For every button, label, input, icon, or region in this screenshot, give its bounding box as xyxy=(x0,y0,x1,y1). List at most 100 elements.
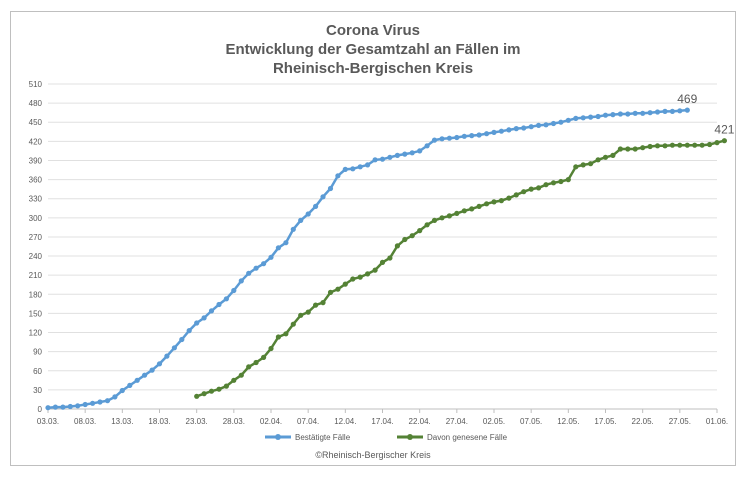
x-tick-label: 08.03. xyxy=(74,417,96,426)
data-point xyxy=(75,403,81,409)
data-point xyxy=(417,228,423,234)
data-point xyxy=(223,383,229,389)
data-point xyxy=(238,372,244,378)
data-point xyxy=(588,161,594,167)
data-point xyxy=(692,142,698,148)
chart-title-line-2: Entwicklung der Gesamtzahl an Fällen im xyxy=(225,41,520,58)
y-tick-label: 300 xyxy=(29,214,43,223)
data-point xyxy=(387,154,393,160)
y-tick-label: 510 xyxy=(29,80,43,89)
data-point xyxy=(350,276,356,282)
legend: Bestätigte Fälle Davon genesene Fälle xyxy=(265,433,508,442)
data-point xyxy=(461,133,467,139)
end-value-label: 469 xyxy=(677,92,697,106)
series-line xyxy=(47,108,688,409)
data-point xyxy=(365,162,371,168)
data-point xyxy=(394,152,400,158)
data-point xyxy=(379,156,386,162)
data-point xyxy=(402,236,408,243)
data-point xyxy=(595,157,601,163)
data-point xyxy=(305,309,311,315)
data-point xyxy=(246,364,252,370)
data-point xyxy=(439,215,445,221)
y-tick-label: 450 xyxy=(29,118,43,127)
x-tick-label: 07.05. xyxy=(520,417,542,426)
data-point xyxy=(602,154,609,160)
data-point xyxy=(52,404,59,410)
data-point xyxy=(617,146,624,152)
data-point xyxy=(216,301,222,308)
data-point xyxy=(506,195,512,201)
data-point xyxy=(268,345,274,352)
data-point xyxy=(550,180,557,186)
data-point xyxy=(142,372,148,378)
data-point xyxy=(662,108,668,114)
data-point xyxy=(402,151,408,157)
data-point xyxy=(320,300,326,306)
data-point xyxy=(654,143,661,149)
data-point xyxy=(104,398,111,404)
y-tick-label: 480 xyxy=(29,99,43,108)
series-recovered: 421 xyxy=(194,123,735,399)
data-point xyxy=(409,150,415,156)
data-point xyxy=(632,110,638,116)
data-point xyxy=(342,166,348,172)
data-point xyxy=(677,142,683,148)
data-point xyxy=(327,185,334,192)
y-tick-label: 0 xyxy=(38,405,43,414)
data-point xyxy=(201,391,207,397)
data-point xyxy=(536,122,542,128)
x-tick-label: 02.04. xyxy=(260,417,282,426)
x-tick-label: 12.05. xyxy=(557,417,579,426)
data-point xyxy=(595,113,601,120)
data-point xyxy=(327,289,334,295)
data-point xyxy=(528,186,534,192)
data-point xyxy=(417,148,423,154)
data-point xyxy=(573,115,579,121)
data-point xyxy=(454,134,460,141)
data-point xyxy=(298,312,304,318)
data-point xyxy=(194,320,200,326)
y-tick-label: 420 xyxy=(29,137,43,146)
data-point xyxy=(491,199,497,205)
data-point xyxy=(409,233,415,239)
data-point xyxy=(543,122,549,128)
data-point xyxy=(238,278,244,284)
data-point xyxy=(305,211,311,217)
data-point xyxy=(335,286,341,292)
data-point xyxy=(112,394,118,400)
data-point xyxy=(127,382,133,388)
x-axis-ticks: 03.03. 08.03. 13.03. 18.03. 23.03. 28.03. 02.0… xyxy=(37,409,728,426)
y-tick-label: 30 xyxy=(33,386,42,395)
x-tick-label: 13.03. xyxy=(111,417,133,426)
data-point xyxy=(699,142,705,148)
data-point xyxy=(67,403,73,410)
data-point xyxy=(424,143,430,149)
data-point xyxy=(484,201,490,207)
x-tick-label: 27.05. xyxy=(669,417,691,426)
data-point xyxy=(677,108,683,114)
data-point xyxy=(261,354,267,360)
data-point xyxy=(290,321,296,327)
end-value-label: 421 xyxy=(714,123,734,137)
data-point xyxy=(119,387,125,394)
data-point xyxy=(90,400,96,406)
data-point xyxy=(461,208,467,214)
data-point xyxy=(469,206,475,212)
data-point xyxy=(565,117,571,123)
data-point xyxy=(201,315,207,321)
data-point xyxy=(558,178,564,185)
x-tick-label: 23.03. xyxy=(186,417,208,426)
y-tick-label: 210 xyxy=(29,271,43,280)
data-point xyxy=(186,328,192,334)
data-point xyxy=(684,142,690,148)
series-lines: 469 421 xyxy=(45,92,735,411)
chart-svg: Corona Virus Entwicklung der Gesamtzahl … xyxy=(29,22,735,460)
x-tick-label: 27.04. xyxy=(446,417,468,426)
data-point xyxy=(610,152,616,158)
data-point xyxy=(350,166,356,172)
x-tick-label: 17.05. xyxy=(594,417,616,426)
data-point xyxy=(372,157,378,163)
data-point xyxy=(640,110,646,116)
data-point xyxy=(424,222,430,228)
